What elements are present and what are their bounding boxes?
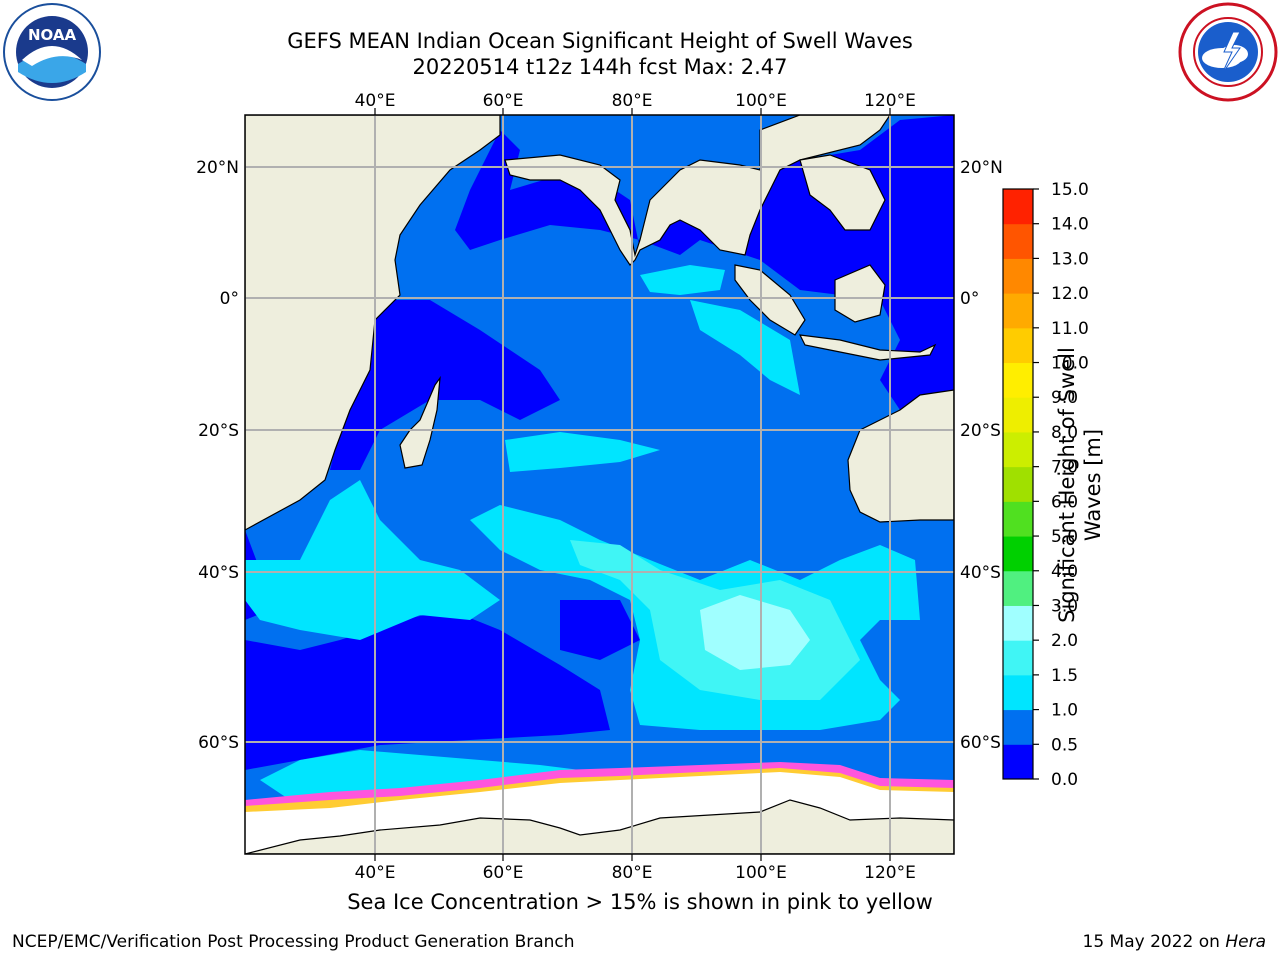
lat-label-right: 20°N (960, 158, 1003, 178)
colorbar-swatch (1003, 397, 1033, 433)
noaa-logo-icon: NOAA (3, 3, 101, 101)
colorbar-tick-label: 3.0 (1051, 596, 1078, 616)
colorbar-swatch (1003, 431, 1033, 468)
colorbar-swatch (1003, 501, 1033, 537)
colorbar-swatch (1003, 709, 1033, 745)
swell-zone-2-3 (700, 595, 810, 670)
lon-label-bottom: 40°E (355, 863, 396, 883)
colorbar-tick-label: 9.0 (1051, 388, 1078, 408)
land-madagascar (399, 375, 441, 469)
land-sumatra (734, 264, 806, 336)
colorbar-tick-label: 11.0 (1051, 319, 1089, 339)
colorbar-swatch (1003, 640, 1033, 676)
lon-label-top: 100°E (735, 91, 787, 111)
lon-label-bottom: 80°E (612, 863, 653, 883)
footer-date: 15 May 2022 on Hera (1083, 932, 1267, 952)
colorbar-tick-label: 1.5 (1051, 666, 1078, 686)
colorbar-title-line1: Significant Height of Swell (1055, 347, 1079, 623)
lat-label-left: 40°S (198, 563, 239, 583)
colorbar-ticks: 0.0 0.5 1.0 1.5 2.0 3.0 4.0 5.0 6.0 7.0 8.0 9.0 10.0… (1033, 180, 1089, 790)
colorbar-tick-label: 10.0 (1051, 354, 1089, 374)
map-frame (244, 114, 955, 855)
colorbar-title-line2: Waves [m] (1081, 428, 1105, 542)
colorbar-tick-label: 5.0 (1051, 527, 1078, 547)
nws-logo-icon (1178, 2, 1278, 102)
swell-zone-1-1.5 (505, 432, 660, 472)
lat-label-right: 0° (960, 289, 979, 309)
land-india (504, 115, 891, 266)
footer-branch: NCEP/EMC/Verification Post Processing Pr… (12, 932, 575, 952)
colorbar-swatch (1003, 570, 1033, 606)
swell-zone-low (245, 610, 610, 770)
noaa-logo-text: NOAA (28, 26, 77, 44)
chart-title-line2: 20220514 t12z 144h fcst Max: 2.47 (412, 55, 788, 79)
sea-ice-caption: Sea Ice Concentration > 15% is shown in … (347, 890, 933, 914)
lon-label-bottom: 60°E (483, 863, 524, 883)
lon-label-top: 120°E (864, 91, 916, 111)
graticule (245, 115, 954, 854)
lat-label-right: 20°S (960, 421, 1001, 441)
colorbar-title: Significant Height of Swell Waves [m] (1054, 325, 1106, 645)
colorbar-swatch (1003, 293, 1033, 329)
lon-label-bottom: 100°E (735, 863, 787, 883)
footer-host: Hera (1225, 932, 1266, 952)
chart-title-line1: GEFS MEAN Indian Ocean Significant Heigh… (287, 29, 913, 53)
lon-label-top: 60°E (483, 91, 524, 111)
land-indochina (799, 154, 886, 231)
colorbar-tick-label: 7.0 (1051, 458, 1078, 478)
swell-zone-1-1.5 (640, 265, 725, 295)
colorbar-swatch (1003, 223, 1033, 259)
colorbar-tick-label: 14.0 (1051, 215, 1089, 235)
swell-zone-low (560, 600, 640, 660)
land-antarctica (245, 799, 954, 854)
colorbar-tick-label: 15.0 (1051, 180, 1089, 200)
colorbar-swatch (1003, 536, 1033, 572)
footer-date-text: 15 May 2022 on (1082, 932, 1226, 952)
lat-label-left: 0° (220, 289, 239, 309)
lat-label-left: 20°S (198, 421, 239, 441)
colorbar-tick-label: 12.0 (1051, 284, 1089, 304)
colorbar-swatch (1003, 362, 1033, 398)
colorbar-frame (1002, 188, 1034, 780)
colorbar-tick-label: 6.0 (1051, 492, 1078, 512)
colorbar-swatch (1003, 744, 1033, 780)
lat-label-right: 60°S (960, 733, 1001, 753)
colorbar (1003, 189, 1033, 780)
colorbar-swatch (1003, 466, 1033, 502)
land-australia (847, 389, 954, 523)
lon-label-bottom: 120°E (864, 863, 916, 883)
swell-zone-low (330, 300, 560, 470)
colorbar-swatch (1003, 189, 1033, 225)
land-java (798, 334, 937, 361)
colorbar-swatch (1003, 605, 1033, 641)
colorbar-tick-label: 4.0 (1051, 562, 1078, 582)
colorbar-tick-label: 0.0 (1051, 770, 1078, 790)
colorbar-tick-label: 1.0 (1051, 701, 1078, 721)
colorbar-tick-label: 2.0 (1051, 631, 1078, 651)
land-borneo (834, 264, 886, 323)
land-africa-arabia (245, 115, 501, 531)
swell-zone-1-1.5 (690, 300, 800, 395)
colorbar-swatch (1003, 327, 1033, 364)
lat-label-left: 20°N (196, 158, 239, 178)
lon-label-top: 40°E (355, 91, 396, 111)
colorbar-swatch (1003, 258, 1033, 294)
colorbar-swatch (1003, 674, 1033, 711)
swell-zone-1-1.5 (245, 480, 500, 640)
lat-label-right: 40°S (960, 563, 1001, 583)
colorbar-tick-label: 13.0 (1051, 249, 1089, 269)
lat-label-left: 60°S (198, 733, 239, 753)
colorbar-tick-label: 0.5 (1051, 735, 1078, 755)
axis-ticks (374, 108, 891, 861)
colorbar-tick-label: 8.0 (1051, 423, 1078, 443)
lon-label-top: 80°E (612, 91, 653, 111)
